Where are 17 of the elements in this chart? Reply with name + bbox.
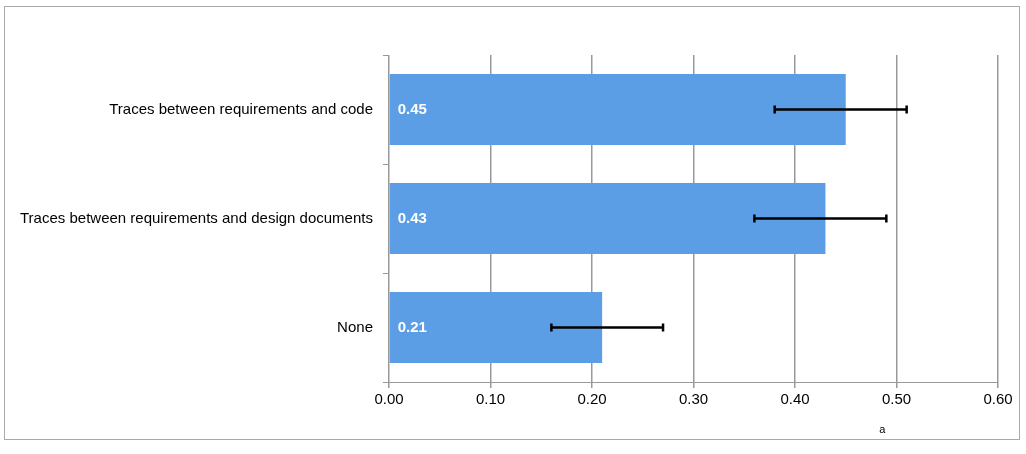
data-label: 0.21	[397, 317, 427, 335]
bar	[389, 292, 603, 363]
y-tick-label: Traces between requirements and design documents	[19, 208, 373, 226]
bar	[389, 183, 826, 254]
x-tick-label: 0.30	[678, 390, 709, 408]
x-tick-label: 0.40	[780, 390, 810, 408]
data-label: 0.43	[397, 208, 427, 226]
data-label: 0.45	[397, 99, 427, 117]
x-tick-label: 0.50	[881, 390, 912, 408]
y-tick-label: Traces between requirements and code	[109, 99, 373, 117]
x-tick-label: 0.60	[983, 390, 1013, 408]
x-tick-label: 0.00	[374, 390, 404, 408]
text: a	[879, 423, 887, 436]
x-tick-label: 0.10	[475, 390, 506, 408]
x-tick-label: 0.20	[577, 390, 607, 408]
bar	[389, 74, 846, 145]
y-tick-label: None	[337, 317, 373, 335]
